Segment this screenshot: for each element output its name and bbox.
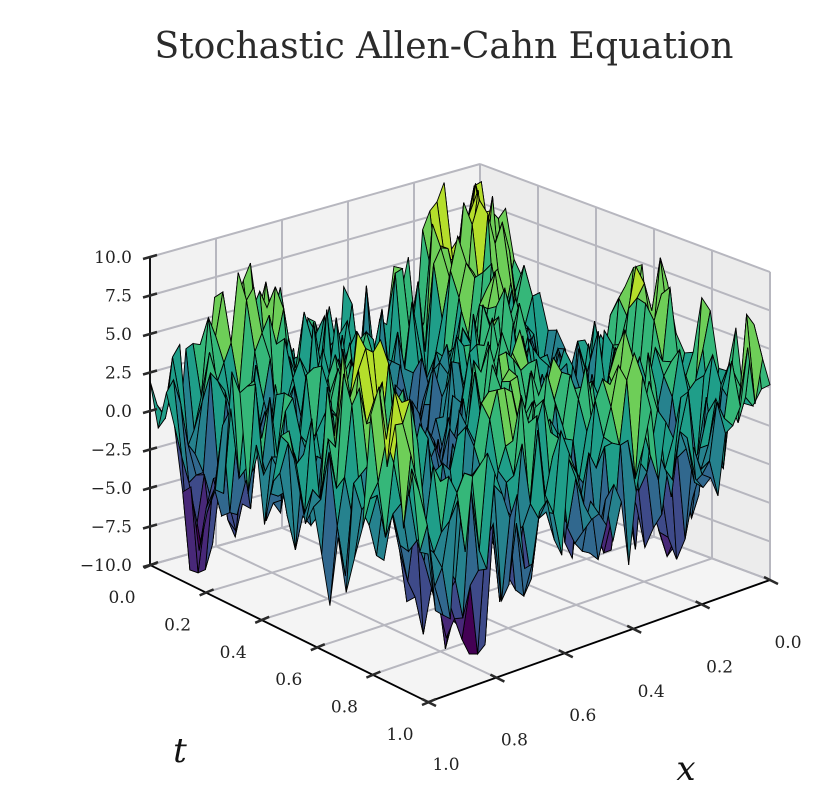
t-tick xyxy=(365,670,381,679)
grid-z-left xyxy=(149,163,481,258)
t-tick-label: 1.0 xyxy=(386,725,413,745)
z-tick-label: −5.0 xyxy=(91,479,132,499)
x-tick xyxy=(558,649,574,659)
x-tick-label: 0.4 xyxy=(638,682,665,702)
t-axis-label: t xyxy=(173,731,187,771)
z-tick-label: 10.0 xyxy=(94,248,132,268)
surface-cell xyxy=(419,525,436,611)
x-tick xyxy=(695,600,711,610)
z-tick-label: 5.0 xyxy=(105,325,132,345)
z-tick-label: −2.5 xyxy=(91,441,132,461)
grid-z-left xyxy=(149,201,481,297)
z-tick-label: 2.5 xyxy=(105,364,132,384)
x-tick-label: 1.0 xyxy=(432,755,459,775)
t-tick xyxy=(254,615,270,624)
z-tick-labels: 10.0 7.5 5.0 2.5 0.0 −2.5 −5.0 −7.5 −10.0 xyxy=(80,248,132,576)
x-tick xyxy=(489,673,505,683)
t-tick-label: 0.0 xyxy=(108,588,135,608)
t-tick xyxy=(199,588,215,597)
grid-t-floor xyxy=(372,557,713,676)
chart-title: Stochastic Allen-Cahn Equation xyxy=(155,26,734,67)
z-tick xyxy=(142,446,158,453)
x-tick-label: 0.6 xyxy=(569,706,596,726)
z-tick-label: 7.5 xyxy=(105,287,132,307)
z-tick xyxy=(142,407,158,415)
t-tick-label: 0.8 xyxy=(331,698,358,718)
z-tick xyxy=(142,523,158,530)
z-tick xyxy=(142,330,158,338)
x-tick-label: 0.0 xyxy=(774,633,801,653)
z-tick xyxy=(142,292,158,299)
t-tick xyxy=(310,643,326,652)
t-tick xyxy=(143,560,159,570)
t-axis-line xyxy=(149,564,429,703)
t-tick-label: 0.4 xyxy=(220,643,247,663)
x-tick xyxy=(421,697,437,708)
surface-mesh xyxy=(149,180,771,656)
x-tick-label: 0.2 xyxy=(706,657,733,677)
axes xyxy=(142,253,779,708)
x-tick xyxy=(763,575,779,586)
t-tick-label: 0.2 xyxy=(164,615,191,635)
x-tick-labels: 0.0 0.2 0.4 0.6 0.8 1.0 xyxy=(432,633,801,775)
z-tick-label: 0.0 xyxy=(105,402,132,422)
t-tick-labels: 0.0 0.2 0.4 0.6 0.8 1.0 xyxy=(108,588,413,745)
t-tick-label: 0.6 xyxy=(275,670,302,690)
z-tick xyxy=(142,253,158,261)
x-tick xyxy=(626,624,642,634)
grid-z-right xyxy=(479,201,771,312)
z-tick xyxy=(142,484,158,492)
z-tick xyxy=(142,369,158,376)
x-tick-label: 0.8 xyxy=(501,731,528,751)
grid-x-floor xyxy=(215,545,497,679)
x-axis-line xyxy=(427,579,771,703)
z-tick-label: −10.0 xyxy=(80,556,132,576)
grid-z-right xyxy=(479,163,771,273)
z-tick-label: −7.5 xyxy=(91,518,132,538)
x-axis-label: x xyxy=(676,749,695,789)
